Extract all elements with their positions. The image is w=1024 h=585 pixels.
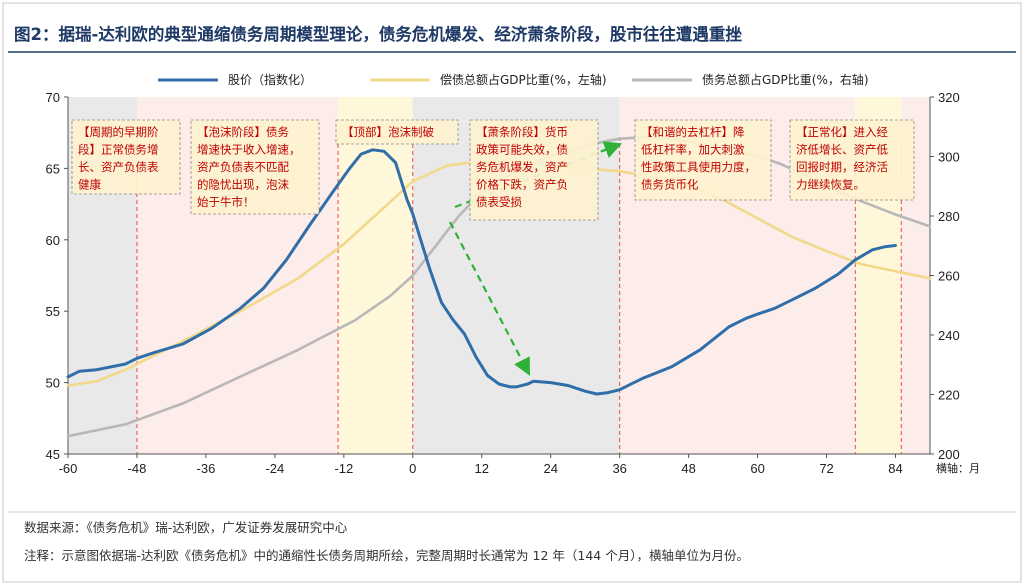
annotation-line: 长、资产负债表 bbox=[78, 160, 159, 174]
tick-labels: -60 -48 -36 -24 -12 0 12 24 36 48 60 72 84 45 50 55 60 65… bbox=[46, 90, 960, 476]
legend: 股价（指数化） 偿债总额占GDP比重(%，左轴) 债务总额占GDP比重(%，右轴… bbox=[158, 72, 869, 87]
x-tick-label: 24 bbox=[543, 461, 557, 476]
legend-label-debt-service: 偿债总额占GDP比重(%，左轴) bbox=[440, 72, 607, 87]
legend-label-debt-total: 债务总额占GDP比重(%，右轴) bbox=[702, 72, 869, 87]
annotation-line: 性政策工具使用力度， bbox=[641, 160, 756, 174]
annotation-line: 价格下跌，资产负 bbox=[476, 178, 568, 192]
y-right-tick-label: 280 bbox=[938, 209, 960, 224]
x-tick-label: -36 bbox=[197, 461, 216, 476]
chart-title: 图2：据瑞-达利欧的典型通缩债务周期模型理论，债务危机爆发、经济萧条阶段，股市往… bbox=[14, 24, 742, 44]
annotation-line: 资产负债表不匹配 bbox=[197, 160, 289, 174]
annotation-box bbox=[634, 119, 772, 201]
x-tick-label: 12 bbox=[475, 461, 489, 476]
annotation-box bbox=[190, 119, 320, 215]
annotation-box bbox=[335, 119, 459, 145]
annotation-line: 的隐忧出现，泡沫 bbox=[197, 178, 289, 192]
y-right-tick-label: 260 bbox=[938, 269, 960, 284]
footnote: 注释：示意图依据瑞-达利欧《债务危机》中的通缩性长债务周期所绘，完整周期时长通常… bbox=[24, 548, 749, 563]
annotation-line: 健康 bbox=[78, 178, 101, 192]
y-right-tick-label: 200 bbox=[938, 447, 960, 462]
y-left-tick-label: 45 bbox=[46, 447, 60, 462]
x-tick-label: -48 bbox=[128, 461, 147, 476]
annotation-line: 政策可能失效，债 bbox=[476, 143, 568, 157]
annotation-line: 债务货币化 bbox=[641, 178, 699, 192]
annotation-line: 【周期的早期阶 bbox=[78, 125, 159, 139]
annotation-top: 【顶部】泡沫制破 bbox=[335, 119, 459, 145]
x-tick-label: 36 bbox=[612, 461, 626, 476]
legend-label-stock: 股价（指数化） bbox=[228, 72, 312, 87]
annotation-line: 【萧条阶段】货币 bbox=[476, 125, 568, 139]
y-left-tick-label: 55 bbox=[46, 304, 60, 319]
y-right-tick-label: 320 bbox=[938, 90, 960, 105]
x-tick-label: 48 bbox=[681, 461, 695, 476]
annotation-box bbox=[71, 119, 181, 195]
x-tick-label: -60 bbox=[59, 461, 78, 476]
x-tick-label: 72 bbox=[819, 461, 833, 476]
annotation-line: 【泡沫阶段】债务 bbox=[197, 125, 289, 139]
annotation-line: 力继续恢复。 bbox=[796, 178, 865, 192]
annotation-line: 低杠杆率，加大刺激 bbox=[641, 143, 745, 157]
x-tick-label: 60 bbox=[750, 461, 764, 476]
source-note: 数据来源：《债务危机》瑞-达利欧，广发证券发展研究中心 bbox=[24, 520, 348, 535]
annotation-line: 【和谐的去杠杆】降 bbox=[641, 125, 745, 139]
series-line-stock bbox=[66, 148, 897, 396]
annotation-line: 始于牛市！ bbox=[197, 195, 255, 209]
x-tick-label: -24 bbox=[265, 461, 284, 476]
annotation-line: 务危机爆发，资产 bbox=[476, 160, 568, 174]
phase-shade bbox=[338, 97, 413, 454]
phase-annotations: 【周期的早期阶段】正常债务增长、资产负债表健康【泡沫阶段】债务增速快于收入增速，… bbox=[71, 119, 915, 221]
annotation-line: 【顶部】泡沫制破 bbox=[342, 125, 434, 139]
y-left-tick-label: 65 bbox=[46, 161, 60, 176]
y-left-tick-label: 60 bbox=[46, 233, 60, 248]
y-right-tick-label: 300 bbox=[938, 150, 960, 165]
annotation-line: 济低增长、资产低 bbox=[796, 143, 888, 157]
x-axis-name: 横轴：月 bbox=[936, 461, 980, 475]
annotation-box bbox=[789, 119, 915, 201]
x-tick-label: 0 bbox=[409, 461, 416, 476]
y-left-tick-label: 70 bbox=[46, 90, 60, 105]
y-left-tick-label: 50 bbox=[46, 376, 60, 391]
annotation-line: 债表受损 bbox=[476, 195, 522, 209]
annotation-line: 段】正常债务增 bbox=[78, 143, 159, 157]
annotation-line: 回报时期，经济活 bbox=[796, 160, 888, 174]
annotation-line: 【正常化】进入经 bbox=[796, 125, 888, 139]
annotation-line: 增速快于收入增速， bbox=[197, 143, 301, 157]
x-tick-label: 84 bbox=[888, 461, 902, 476]
y-right-tick-label: 240 bbox=[938, 328, 960, 343]
annotation-box bbox=[469, 119, 599, 221]
y-right-tick-label: 220 bbox=[938, 388, 960, 403]
x-tick-label: -12 bbox=[334, 461, 353, 476]
arrow-down bbox=[449, 221, 531, 376]
